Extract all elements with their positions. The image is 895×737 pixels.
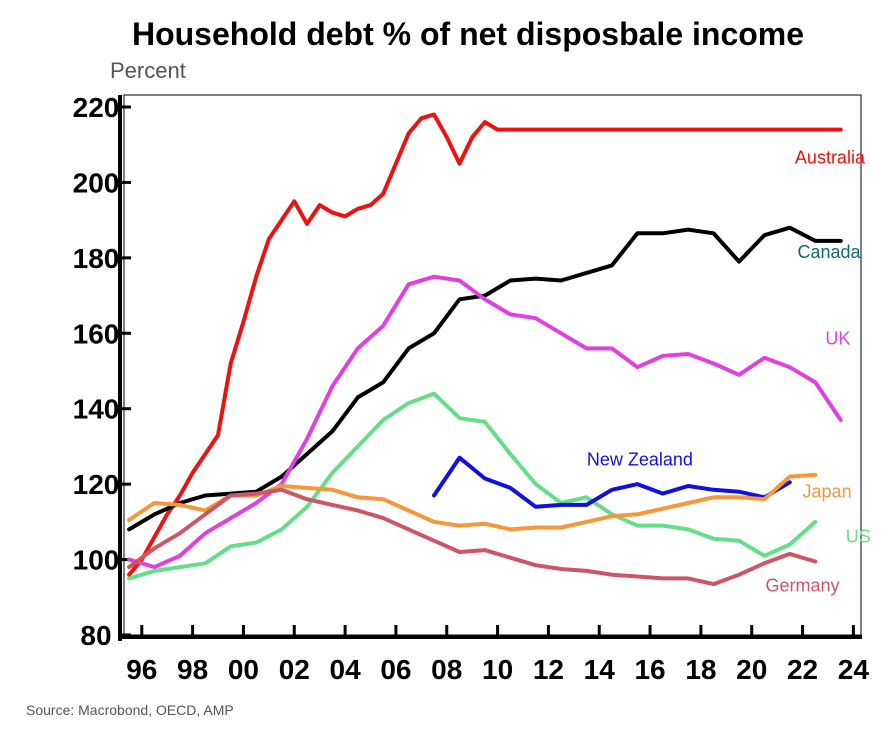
series-label-uk: UK [825, 329, 850, 349]
x-tick-label: 10 [482, 654, 513, 685]
y-tick-label: 180 [73, 243, 120, 274]
series-lines [127, 112, 843, 587]
y-tick-label: 120 [73, 469, 120, 500]
series-label-australia: Australia [795, 148, 866, 168]
y-tick-label: 160 [73, 318, 120, 349]
series-line-canada [127, 225, 843, 532]
y-axis-ticks: 80 100 120 140 160 180 200 220 [73, 92, 131, 651]
x-tick-label: 12 [533, 654, 564, 685]
y-tick-label: 200 [73, 167, 120, 198]
x-tick-label: 02 [279, 654, 310, 685]
x-tick-label: 08 [431, 654, 462, 685]
x-tick-label: 24 [838, 654, 870, 685]
x-tick-label: 00 [228, 654, 259, 685]
y-tick-label: 220 [73, 92, 120, 123]
series-label-us: US [846, 527, 871, 547]
x-tick-label: 04 [330, 654, 362, 685]
source-note: Source: Macrobond, OECD, AMP [26, 702, 234, 718]
series-labels: Australia Canada UK US New Zealand Japan Germa… [587, 148, 871, 596]
y-tick-label: 140 [73, 394, 120, 425]
x-tick-label: 18 [685, 654, 716, 685]
series-line-new-zealand [432, 455, 792, 509]
series-line-japan [127, 472, 818, 532]
series-line-germany [127, 487, 818, 587]
x-tick-label: 20 [736, 654, 767, 685]
x-tick-label: 06 [380, 654, 411, 685]
y-tick-label: 100 [73, 545, 120, 576]
series-label-germany: Germany [766, 576, 840, 596]
x-tick-label: 96 [126, 654, 157, 685]
x-tick-label: 98 [177, 654, 208, 685]
chart-title: Household debt % of net disposbale incom… [132, 16, 804, 52]
series-label-canada: Canada [797, 242, 861, 262]
series-label-japan: Japan [803, 481, 852, 501]
x-axis-ticks: 96 98 00 02 04 06 08 10 12 14 16 18 20 22 24 [126, 625, 869, 685]
series-line-australia [127, 112, 843, 577]
x-tick-label: 14 [584, 654, 616, 685]
series-line-uk [127, 274, 843, 570]
y-axis-unit-label: Percent [110, 58, 186, 83]
x-tick-label: 22 [787, 654, 818, 685]
x-tick-label: 16 [634, 654, 665, 685]
y-tick-label: 80 [80, 620, 111, 651]
series-line-us [127, 391, 818, 581]
series-label-new-zealand: New Zealand [587, 449, 693, 469]
